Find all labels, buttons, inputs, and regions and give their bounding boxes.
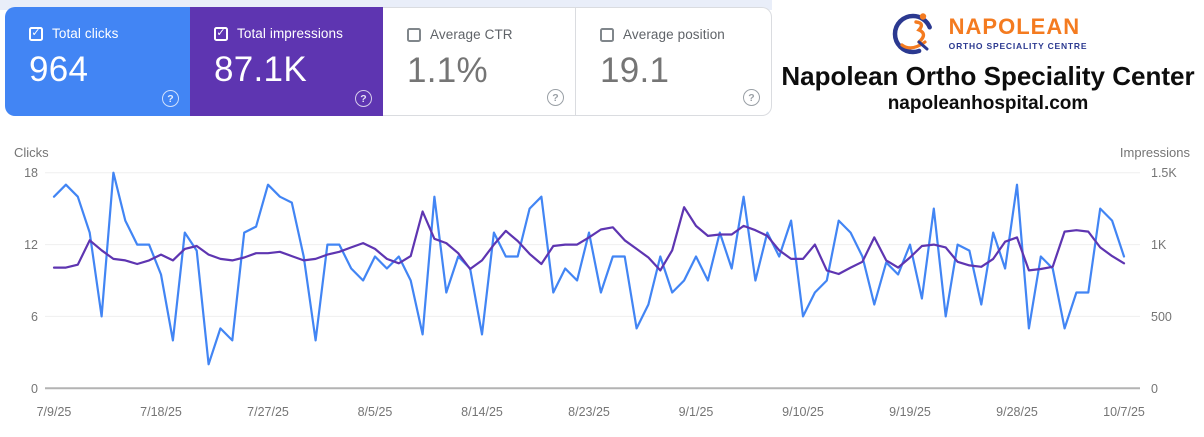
card-total-impressions[interactable]: ✓ Total impressions 87.1K ?: [190, 7, 383, 116]
average-ctr-checkbox[interactable]: [407, 27, 421, 42]
x-axis-tick: 9/28/25: [996, 405, 1038, 419]
card-average-ctr[interactable]: Average CTR 1.1% ?: [383, 7, 576, 116]
logo-subtext: ORTHO SPECIALITY CENTRE: [948, 40, 1088, 51]
right-axis-tick: 500: [1151, 310, 1172, 324]
left-axis-tick: 6: [31, 310, 38, 324]
right-axis-tick: 1K: [1151, 238, 1167, 252]
average-position-checkbox[interactable]: [600, 27, 614, 42]
x-axis-tick: 7/9/25: [37, 405, 72, 419]
left-axis-title: Clicks: [14, 145, 49, 160]
help-icon[interactable]: ?: [547, 89, 564, 106]
x-axis-tick: 8/14/25: [461, 405, 503, 419]
card-label: Average position: [623, 27, 725, 42]
x-axis-tick: 9/19/25: [889, 405, 931, 419]
clicks-line: [52, 171, 1126, 366]
x-axis-tick: 9/10/25: [782, 405, 824, 419]
card-total-clicks[interactable]: ✓ Total clicks 964 ?: [5, 7, 190, 116]
x-axis-tick: 8/23/25: [568, 405, 610, 419]
logo-name: NAPOLEAN: [948, 13, 1081, 39]
card-average-position[interactable]: Average position 19.1 ?: [576, 7, 772, 116]
average-ctr-value: 1.1%: [407, 51, 488, 90]
right-axis-title: Impressions: [1120, 145, 1191, 160]
impressions-line: [52, 206, 1126, 276]
hospital-domain: napoleanhospital.com: [887, 92, 1089, 114]
left-axis-tick: 12: [24, 238, 38, 252]
card-label: Average CTR: [430, 27, 513, 42]
card-label: Total impressions: [237, 26, 343, 41]
hospital-title: Napolean Ortho Speciality Center: [781, 61, 1195, 91]
right-axis-tick: 1.5K: [1151, 166, 1177, 180]
help-icon[interactable]: ?: [162, 90, 179, 107]
total-clicks-checkbox[interactable]: ✓: [29, 26, 43, 41]
page-top-band: [0, 0, 1002, 10]
total-clicks-value: 964: [29, 50, 89, 89]
average-position-value: 19.1: [600, 51, 670, 90]
x-axis-tick: 9/1/25: [679, 405, 714, 419]
x-axis-tick: 8/5/25: [358, 405, 393, 419]
check-icon: ✓: [216, 27, 226, 39]
performance-line-chart[interactable]: Clicks Impressions 18 12 6 0 1.5K 1K 500 0 7/9/25 7…: [0, 140, 1204, 437]
x-axis-tick: 7/18/25: [140, 405, 182, 419]
total-impressions-value: 87.1K: [214, 50, 307, 89]
x-axis-tick: 7/27/25: [247, 405, 289, 419]
help-icon[interactable]: ?: [355, 90, 372, 107]
hospital-logo-icon: [892, 13, 933, 55]
help-icon[interactable]: ?: [743, 89, 760, 106]
left-axis-tick: 18: [24, 166, 38, 180]
right-axis-tick: 0: [1151, 382, 1158, 396]
check-icon: ✓: [31, 27, 41, 39]
total-impressions-checkbox[interactable]: ✓: [214, 26, 228, 41]
card-label: Total clicks: [52, 26, 119, 41]
left-axis-tick: 0: [31, 382, 38, 396]
brand-header: NAPOLEAN ORTHO SPECIALITY CENTRE Napolea…: [772, 0, 1204, 132]
x-axis-tick: 10/7/25: [1103, 405, 1145, 419]
